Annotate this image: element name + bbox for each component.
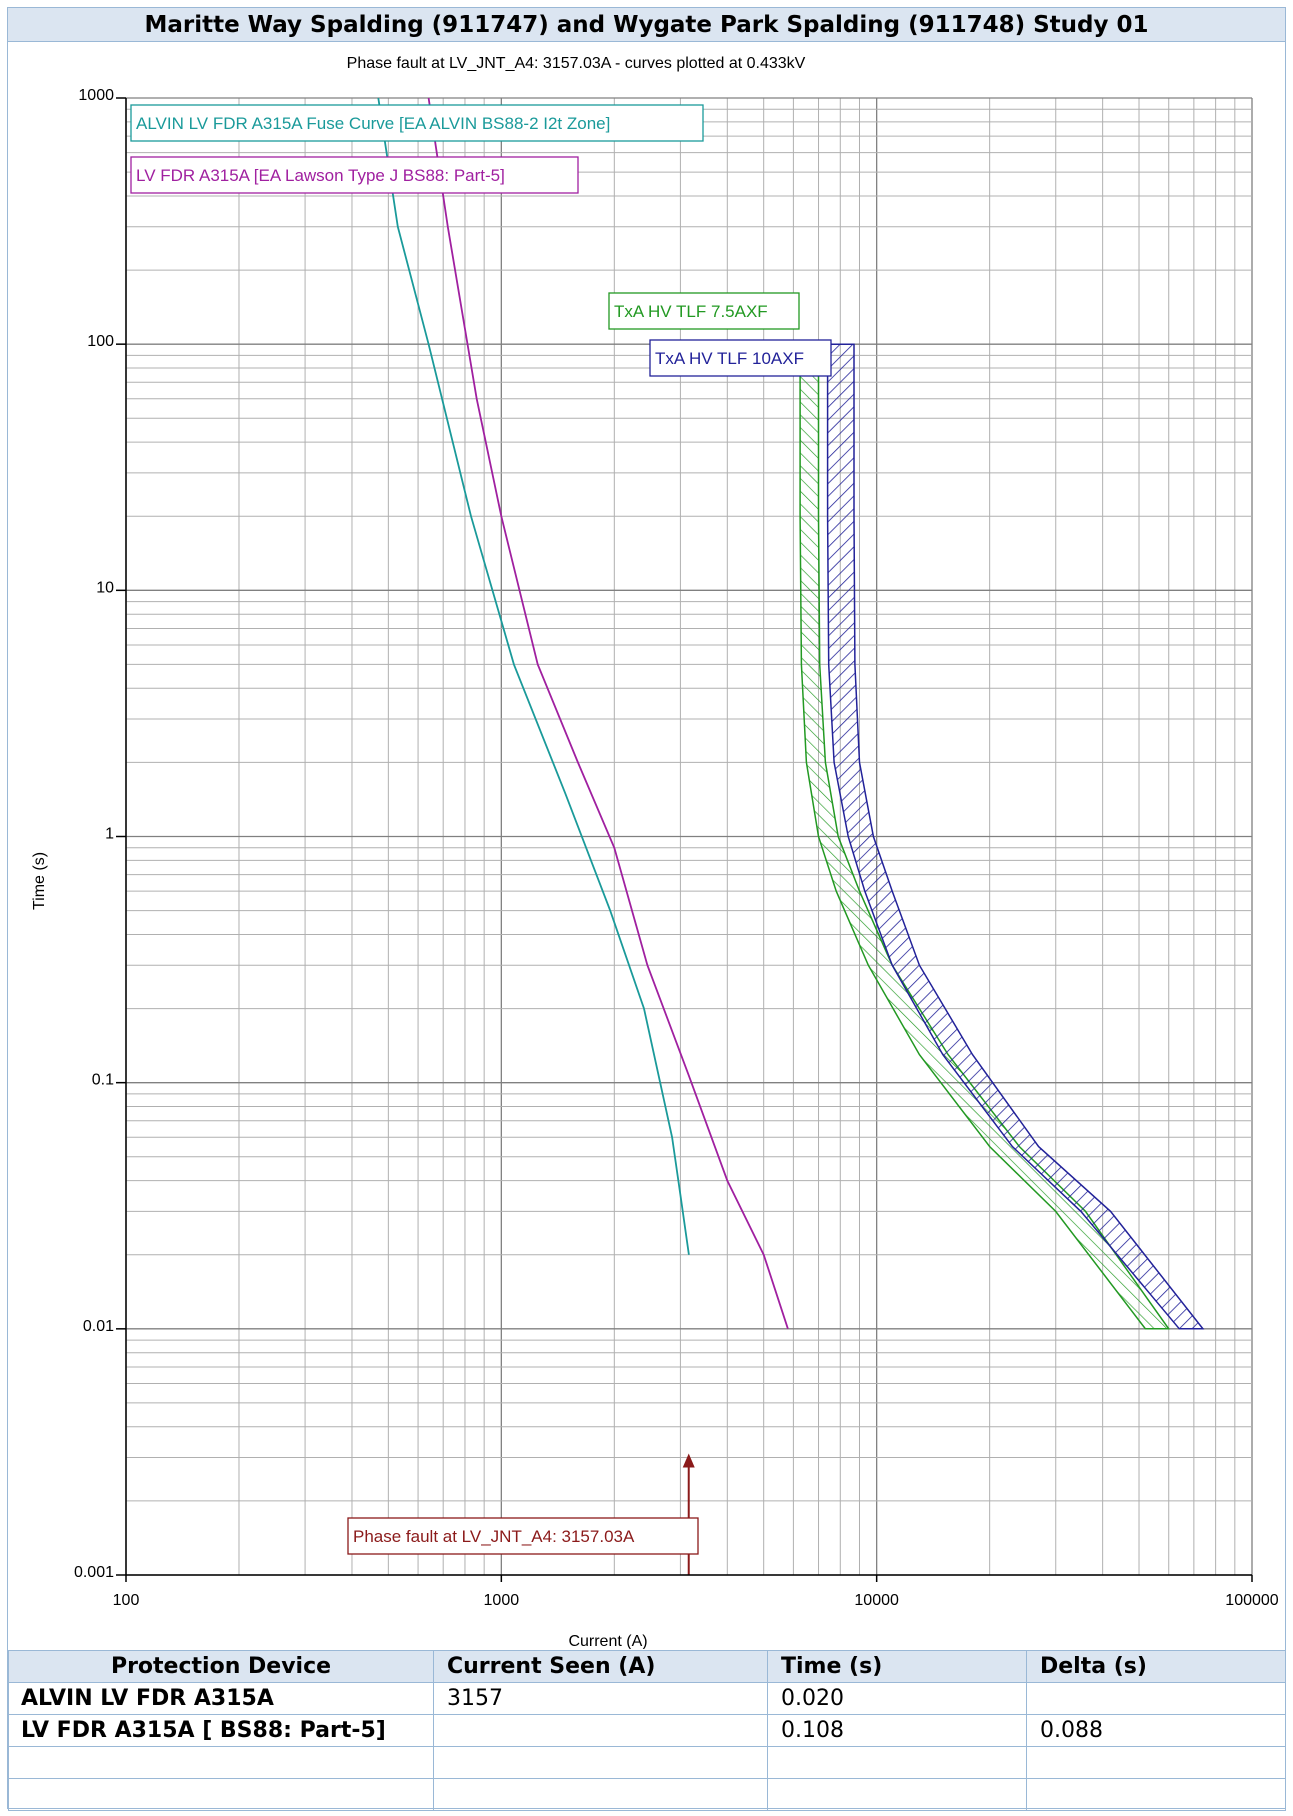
series-label-2: LV FDR A315A [EA Lawson Type J BS88: Par… [130, 156, 579, 194]
x-axis-label: Current (A) [568, 1633, 647, 1649]
y-tick-label: 100 [87, 333, 114, 350]
y-tick-label: 10 [96, 579, 114, 596]
table-header-row: Protection Device Current Seen (A) Time … [8, 1650, 1286, 1683]
time-current-chart: Phase fault at LV_JNT_A4: 3157.03A - cur… [31, 55, 1279, 1649]
label-box [130, 156, 579, 194]
label-text: Phase fault at LV_JNT_A4: 3157.03A [353, 1527, 635, 1546]
table-row [8, 1746, 1286, 1779]
series-band-3 [799, 343, 1171, 1330]
cell-device: LV FDR A315A [ BS88: Part-5] [8, 1714, 434, 1747]
x-tick-label: 100000 [1225, 1592, 1278, 1609]
cell-time [767, 1778, 1027, 1811]
cell-current [433, 1714, 768, 1747]
label-box [608, 292, 800, 330]
x-tick-label: 100 [113, 1592, 140, 1609]
label-box [347, 1517, 699, 1555]
series-line-1 [377, 97, 690, 1255]
cell-delta: 0.088 [1026, 1714, 1286, 1747]
y-tick-label: 1 [105, 826, 114, 843]
label-text: ALVIN LV FDR A315A Fuse Curve [EA ALVIN … [136, 114, 610, 133]
chart-axes: 100 1000 10000 100000 1000 100 10 1 0.1 0.01 0.001 [74, 87, 1279, 1609]
cell-device [8, 1746, 434, 1779]
y-tick-label: 0.001 [74, 1564, 114, 1581]
report-frame: Maritte Way Spalding (911747) and Wygate… [7, 7, 1286, 1811]
cell-time: 0.108 [767, 1714, 1027, 1747]
label-box [130, 104, 704, 142]
cell-device: ALVIN LV FDR A315A [8, 1682, 434, 1715]
table-row: ALVIN LV FDR A315A 3157 0.020 [8, 1682, 1286, 1715]
cell-device [8, 1778, 434, 1811]
table-row [8, 1778, 1286, 1811]
results-table: Protection Device Current Seen (A) Time … [8, 1650, 1286, 1811]
cell-delta [1026, 1746, 1286, 1779]
cell-delta [1026, 1682, 1286, 1715]
cell-current [433, 1746, 768, 1779]
series-label-1: ALVIN LV FDR A315A Fuse Curve [EA ALVIN … [130, 104, 704, 142]
header-delta: Delta (s) [1026, 1650, 1286, 1683]
cell-time: 0.020 [767, 1682, 1027, 1715]
cell-time [767, 1746, 1027, 1779]
series-label-5: Phase fault at LV_JNT_A4: 3157.03A [347, 1517, 699, 1555]
chart-title: Phase fault at LV_JNT_A4: 3157.03A - cur… [347, 55, 806, 72]
cell-current: 3157 [433, 1682, 768, 1715]
table-row: LV FDR A315A [ BS88: Part-5] 0.108 0.088 [8, 1714, 1286, 1747]
x-tick-label: 1000 [484, 1592, 520, 1609]
x-tick-label: 10000 [854, 1592, 899, 1609]
y-tick-label: 1000 [78, 87, 114, 104]
fault-marker-arrow [682, 1453, 695, 1468]
series-line-2 [427, 97, 789, 1330]
series-band-4 [826, 343, 1205, 1330]
series-label-3: TxA HV TLF 7.5AXF [608, 292, 800, 330]
study-title: Maritte Way Spalding (911747) and Wygate… [8, 8, 1285, 42]
y-tick-label: 0.1 [92, 1072, 114, 1089]
series-label-4: TxA HV TLF 10AXF [649, 339, 832, 377]
label-text: TxA HV TLF 7.5AXF [614, 302, 768, 321]
label-box [649, 339, 832, 377]
series-labels: ALVIN LV FDR A315A Fuse Curve [EA ALVIN … [130, 104, 832, 1555]
header-current-seen: Current Seen (A) [433, 1650, 768, 1683]
header-protection-device: Protection Device [8, 1650, 434, 1683]
cell-current [433, 1778, 768, 1811]
cell-delta [1026, 1778, 1286, 1811]
header-time: Time (s) [767, 1650, 1027, 1683]
y-axis-label: Time (s) [31, 852, 48, 910]
label-text: LV FDR A315A [EA Lawson Type J BS88: Par… [136, 166, 505, 185]
series-layer [377, 97, 1205, 1575]
y-tick-label: 0.01 [83, 1318, 114, 1335]
label-text: TxA HV TLF 10AXF [655, 349, 804, 368]
